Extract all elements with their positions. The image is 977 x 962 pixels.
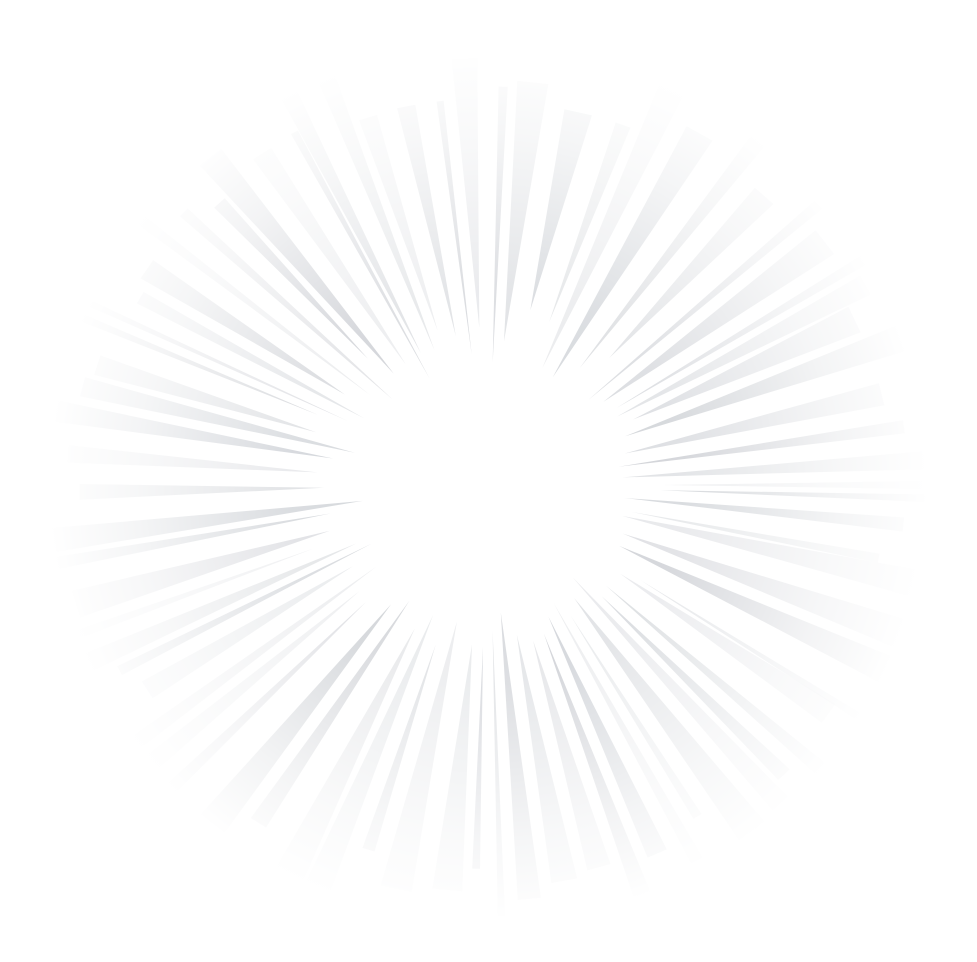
center-glow xyxy=(370,376,606,600)
